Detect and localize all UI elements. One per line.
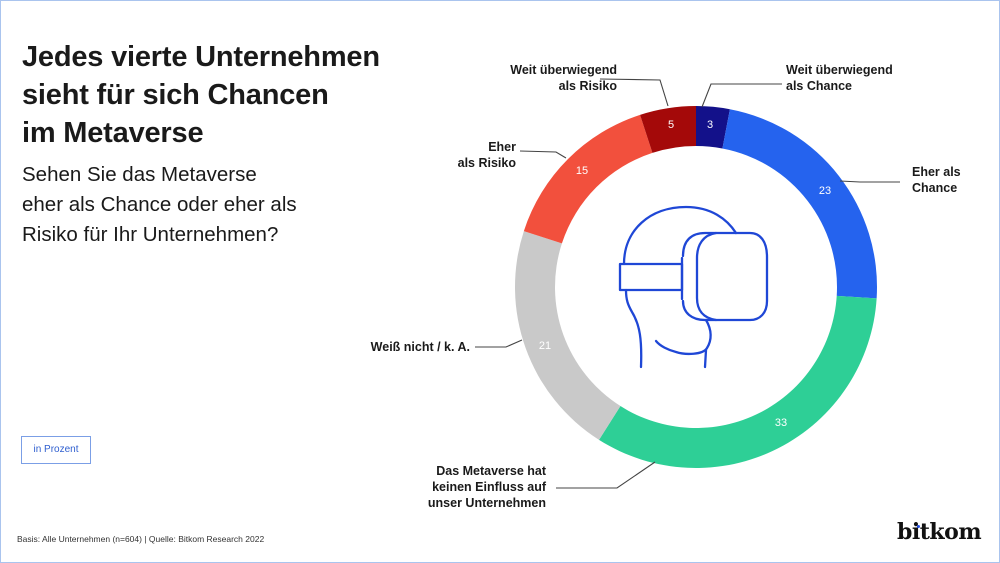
logo-text: bitkom (897, 519, 982, 545)
label-line: als Chance (786, 79, 853, 93)
subtitle-line-1: Sehen Sie das Metaverse (22, 163, 257, 186)
donut-segment (722, 109, 877, 299)
leader-kein-einfluss (556, 461, 656, 489)
subtitle-line-2: eher als Chance oder eher als (22, 193, 297, 216)
label-weit-risiko: Weit überwiegend als Risiko (445, 62, 617, 94)
value-weit-chance: 3 (706, 119, 714, 131)
label-kein-einfluss: Das Metaverse hat keinen Einfluss auf un… (380, 463, 546, 511)
leader-eher-risiko (519, 150, 567, 159)
bitkom-logo: bitkom (897, 519, 982, 545)
leader-eher-chance (839, 180, 900, 183)
value-weiss-nicht: 21 (538, 340, 552, 352)
label-weit-chance: Weit überwiegend als Chance (786, 62, 966, 94)
label-line: Weit überwiegend (510, 63, 617, 77)
donut-segment (696, 106, 730, 149)
label-line: Eher (488, 140, 516, 154)
leader-weit-risiko (599, 78, 669, 107)
donut-segments (515, 106, 877, 469)
label-line: keinen Einfluss auf (432, 480, 546, 494)
label-line: Eher als (912, 165, 961, 179)
value-eher-chance: 23 (818, 185, 832, 197)
value-kein-einfluss: 33 (774, 417, 788, 429)
leader-weiss-nicht (475, 339, 523, 348)
label-line: Chance (912, 181, 958, 195)
label-eher-risiko: Eher als Risiko (400, 139, 516, 171)
leader-lines (475, 78, 900, 489)
source-note: Basis: Alle Unternehmen (n=604) | Quelle… (17, 534, 265, 544)
vr-headset-head-icon (618, 205, 769, 369)
chart-question: Sehen Sie das Metaverse eher als Chance … (22, 160, 402, 250)
subtitle-line-3: Risiko für Ihr Unternehmen? (22, 223, 279, 246)
label-line: als Risiko (457, 156, 516, 170)
donut-segment (523, 114, 653, 244)
label-line: Das Metaverse hat (436, 464, 546, 478)
donut-segment (640, 106, 696, 153)
label-line: unser Unternehmen (427, 496, 546, 510)
logo-dot (917, 525, 920, 528)
label-line: als Risiko (558, 79, 617, 93)
donut-segment (515, 231, 621, 440)
value-eher-risiko: 15 (575, 165, 589, 177)
value-weit-risiko: 5 (667, 119, 675, 131)
unit-badge: in Prozent (21, 436, 91, 464)
title-line-2: sieht für sich Chancen (22, 79, 329, 111)
label-line: Weit überwiegend (786, 63, 893, 77)
label-weiss-nicht: Weiß nicht / k. A. (300, 339, 470, 355)
label-line: Weiß nicht / k. A. (370, 340, 470, 354)
label-eher-chance: Eher als Chance (912, 164, 992, 196)
donut-segment (599, 295, 877, 469)
title-line-3: im Metaverse (22, 117, 204, 149)
leader-weit-chance (701, 83, 782, 108)
title-line-1: Jedes vierte Unternehmen (22, 41, 380, 73)
chart-title: Jedes vierte Unternehmen sieht für sich … (22, 38, 402, 152)
